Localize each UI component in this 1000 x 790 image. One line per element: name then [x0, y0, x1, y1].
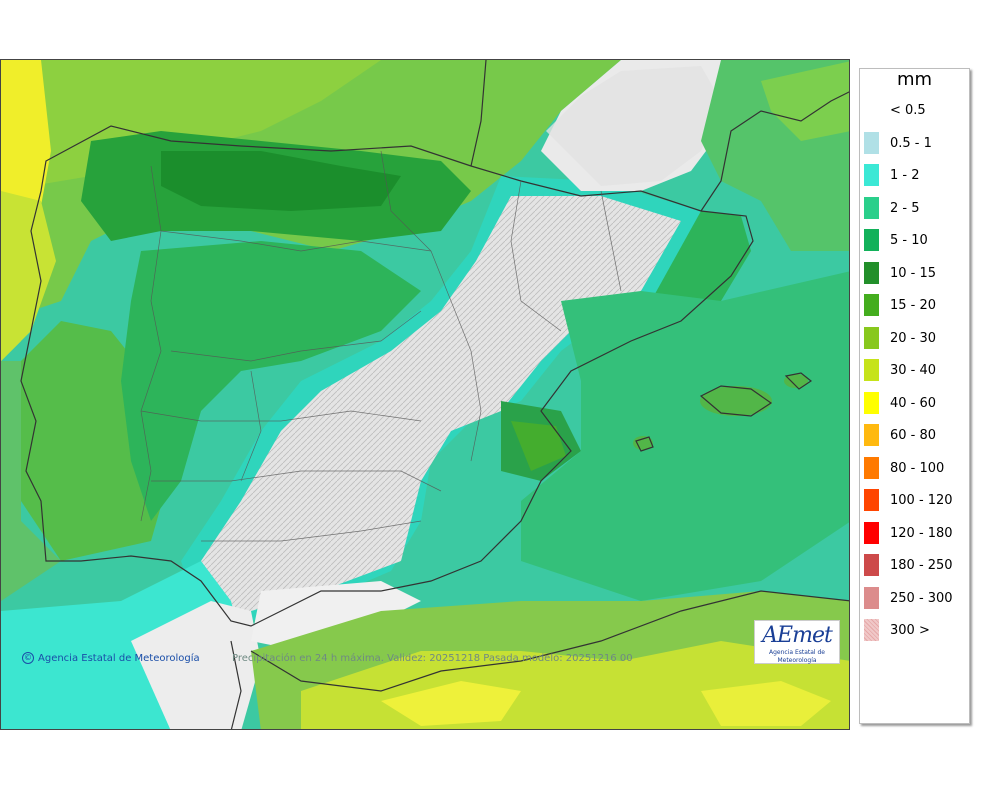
legend-label: < 0.5: [890, 103, 926, 118]
legend-swatch: [864, 521, 879, 544]
legend-swatch: [864, 456, 879, 479]
legend-swatch: [864, 586, 879, 609]
legend-label: 180 - 250: [890, 558, 953, 573]
legend-item: 100 - 120: [860, 489, 969, 513]
precip-field: [1, 60, 849, 729]
legend-swatch: [864, 489, 879, 511]
legend-label: 10 - 15: [890, 265, 937, 281]
logo-sub: Agencia Estatal de Meteorología: [768, 649, 825, 664]
legend-swatch: [864, 131, 879, 154]
legend-swatch: [864, 229, 879, 251]
legend-swatch: [864, 294, 879, 316]
legend-label: 40 - 60: [890, 395, 937, 411]
legend-item: < 0.5: [860, 99, 969, 123]
legend-label: 5 - 10: [890, 233, 928, 248]
legend-label: 60 - 80: [890, 428, 937, 443]
legend-item: 40 - 60: [860, 391, 969, 416]
map-caption: Precipitación en 24 h máxima. Validez: 2…: [232, 653, 633, 664]
legend-item: 10 - 15: [860, 261, 969, 286]
legend-swatch: [864, 326, 879, 349]
legend-item: 300 >: [860, 619, 969, 643]
legend-label: 120 - 180: [890, 525, 953, 541]
legend-label: 0.5 - 1: [890, 135, 932, 151]
legend-label: 30 - 40: [890, 363, 937, 378]
legend-label: 20 - 30: [890, 330, 937, 346]
legend-swatch: [864, 164, 879, 186]
legend-label: 300 >: [890, 623, 930, 638]
region-borders: [140, 150, 622, 542]
coastlines: [20, 60, 849, 729]
legend-item: 180 - 250: [860, 554, 969, 578]
legend-item: 60 - 80: [860, 424, 969, 448]
legend-item: 250 - 300: [860, 586, 969, 611]
legend-swatch: [864, 359, 879, 381]
legend-item: 80 - 100: [860, 456, 969, 481]
copyright-icon: ©: [22, 652, 34, 664]
copyright-text: Agencia Estatal de Meteorología: [38, 652, 200, 664]
legend-label: 100 - 120: [890, 493, 953, 508]
legend-swatch: [864, 99, 879, 121]
legend-label: 250 - 300: [890, 590, 953, 606]
legend-item: 120 - 180: [860, 521, 969, 546]
legend-item: 1 - 2: [860, 164, 969, 188]
legend-swatch: [864, 619, 879, 641]
legend-item: 30 - 40: [860, 359, 969, 383]
logo-word: AEmet: [762, 623, 833, 648]
legend-label: 1 - 2: [890, 168, 920, 183]
legend-swatch: [864, 554, 879, 576]
precip-legend: mm < 0.5 0.5 - 1 1 - 2 2 - 5 5 - 10 10 - 15 15…: [859, 68, 970, 724]
legend-swatch: [864, 196, 879, 219]
copyright-notice: © Agencia Estatal de Meteorología: [22, 652, 200, 664]
legend-item: 2 - 5: [860, 196, 969, 221]
legend-item: 15 - 20: [860, 294, 969, 318]
legend-swatch: [864, 391, 879, 414]
aemet-logo: AEmet Agencia Estatal de Meteorología: [754, 620, 840, 664]
legend-item: 20 - 30: [860, 326, 969, 351]
legend-item: 5 - 10: [860, 229, 969, 253]
legend-swatch: [864, 261, 879, 284]
legend-title: mm: [896, 69, 933, 90]
legend-item: 0.5 - 1: [860, 131, 969, 156]
legend-swatch: [864, 424, 879, 446]
legend-label: 80 - 100: [890, 460, 945, 476]
precipitation-map: [0, 59, 850, 730]
legend-label: 2 - 5: [890, 200, 920, 216]
legend-label: 15 - 20: [890, 298, 937, 313]
